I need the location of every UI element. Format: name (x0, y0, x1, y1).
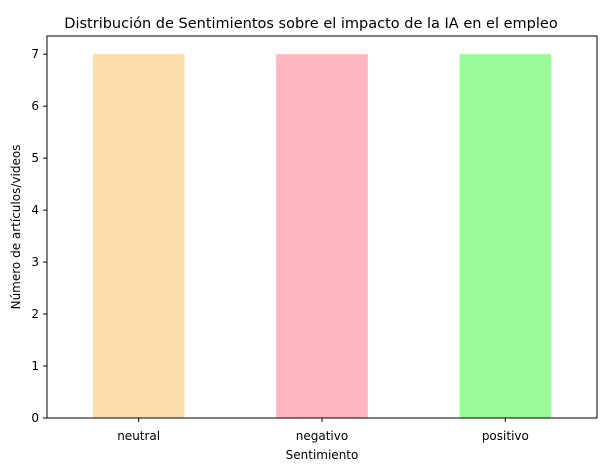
bar-negativo (276, 54, 368, 418)
x-axis-ticks: neutral negativo positivo (117, 418, 529, 443)
chart-title: Distribución de Sentimientos sobre el im… (64, 16, 558, 32)
y-tick-label: 0 (31, 411, 39, 425)
plot-area: 0 1 2 3 4 5 6 7 neutral negativo positivo (31, 35, 598, 443)
y-axis-ticks: 0 1 2 3 4 5 6 7 (31, 47, 47, 425)
y-tick-label: 7 (31, 47, 39, 61)
y-tick-label: 2 (31, 307, 39, 321)
x-axis-label: Sentimiento (286, 448, 359, 462)
y-tick-label: 6 (31, 99, 39, 113)
x-tick-label-positivo: positivo (482, 429, 529, 443)
y-axis-label: Número de artículos/videos (9, 145, 23, 310)
x-tick-label-neutral: neutral (117, 429, 160, 443)
y-tick-label: 1 (31, 359, 39, 373)
bar-positivo (459, 54, 552, 418)
bars-group (92, 54, 552, 418)
y-tick-label: 4 (31, 203, 39, 217)
y-tick-label: 5 (31, 151, 39, 165)
bar-neutral (92, 54, 185, 418)
y-tick-label: 3 (31, 255, 39, 269)
x-tick-label-negativo: negativo (296, 429, 348, 443)
